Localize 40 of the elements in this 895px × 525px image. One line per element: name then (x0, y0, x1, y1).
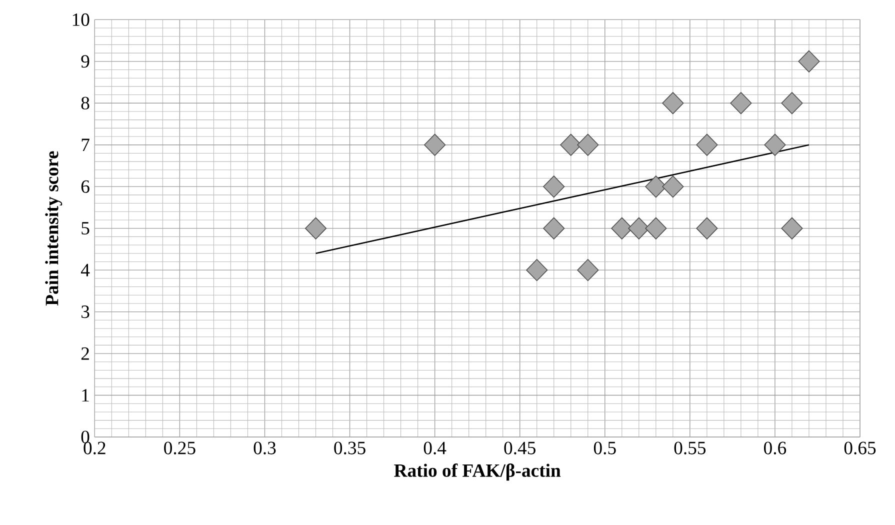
y-axis-title: Pain intensity score (45, 151, 62, 306)
y-tick-label: 8 (81, 96, 90, 110)
point (696, 134, 718, 156)
x-tick-label: 0.3 (254, 442, 276, 454)
point (645, 217, 667, 240)
point (764, 134, 786, 156)
x-tick-label: 0.6 (764, 442, 786, 454)
y-tick-label: 5 (82, 222, 90, 235)
point (577, 259, 599, 282)
x-tick-label: 0.55 (674, 442, 706, 454)
point (696, 217, 718, 240)
y-tick-label: 10 (72, 13, 90, 26)
x-tick-label: 0.35 (334, 442, 366, 454)
y-tick-label: 4 (80, 264, 90, 276)
point (798, 50, 820, 72)
y-tick-label: 9 (81, 55, 90, 68)
point (526, 259, 548, 282)
point (304, 217, 327, 240)
x-axis-title: Ratio of FAK/β-actin (394, 464, 561, 481)
y-tick-label: 6 (81, 180, 90, 193)
x-tick-label: 0.2 (84, 442, 106, 454)
x-tick-label: 0.4 (424, 442, 446, 454)
y-tick-label: 3 (82, 306, 90, 318)
point (730, 92, 752, 114)
point (662, 176, 684, 198)
point (662, 92, 684, 114)
point (543, 176, 565, 198)
y-tick-label: 7 (82, 138, 90, 151)
point (424, 134, 446, 156)
point (781, 92, 803, 114)
y-tick-label: 1 (82, 389, 89, 402)
point (543, 217, 565, 240)
point (577, 134, 599, 156)
point (781, 217, 803, 240)
x-tick-label: 0.65 (844, 442, 876, 454)
x-tick-label: 0.25 (164, 442, 196, 454)
y-tick-label: 0 (81, 430, 90, 444)
y-tick-label: 2 (81, 347, 89, 360)
x-tick-label: 0.5 (594, 442, 616, 454)
x-tick-label: 0.45 (504, 442, 536, 454)
